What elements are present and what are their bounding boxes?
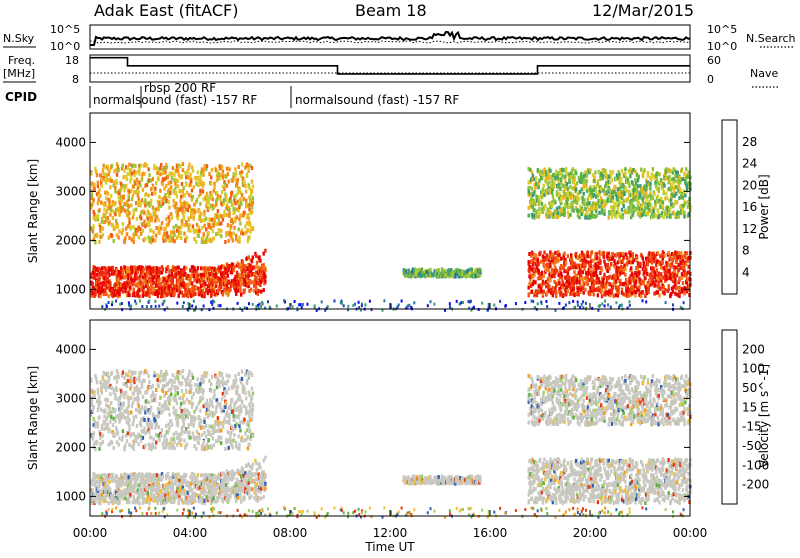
nave-tick-60: 60	[707, 54, 721, 67]
ytick-label: 3000	[55, 391, 86, 405]
time-tick-label: 00:00	[73, 526, 108, 540]
freq-line	[90, 58, 690, 74]
ytick-label: 4000	[55, 342, 86, 356]
freq-label-2: [MHz]	[3, 67, 35, 80]
cpid-label: CPID	[5, 90, 37, 104]
noise-right-tick-bottom: 10^0	[707, 40, 737, 53]
date-title: 12/Mar/2015	[592, 1, 694, 20]
ytick-label: 2000	[55, 440, 86, 454]
colorbar-tick-label: 20	[742, 178, 757, 192]
ytick-label: 3000	[55, 184, 86, 198]
time-tick-label: 16:00	[473, 526, 508, 540]
colorbar-tick-label: 200	[742, 342, 765, 356]
time-tick-label: 00:00	[673, 526, 708, 540]
velocity-colorbar-label: Velocity [m s^-1]	[757, 364, 771, 468]
colorbar-tick-label: 4	[742, 265, 750, 279]
colorbar-tick-label: 50	[742, 381, 757, 395]
ytick-label: 1000	[55, 282, 86, 296]
cpid-segment-1: normalsound (fast) -157 RF	[93, 93, 257, 107]
ytick-label: 2000	[55, 233, 86, 247]
colorbar-tick-label: 15	[742, 400, 757, 414]
noise-left-tick-top: 10^5	[50, 23, 80, 36]
colorbar-tick-label: 12	[742, 222, 757, 236]
beam-title: Beam 18	[355, 1, 427, 20]
time-tick-label: 20:00	[573, 526, 608, 540]
power-panel: 1000 2000 3000 4000 Slant Range [km]	[26, 113, 692, 312]
ytick-label: 1000	[55, 489, 86, 503]
power-colorbar: 4 8 12 16 20 24 28 Power [dB]	[722, 120, 771, 294]
time-axis-label: Time UT	[364, 540, 415, 554]
colorbar-tick-label: 16	[742, 200, 757, 214]
noise-right-label: N.Search	[746, 32, 796, 45]
noise-left-tick-bottom: 10^0	[50, 40, 80, 53]
colorbar-tick-label: 28	[742, 135, 757, 149]
nave-label: Nave	[750, 67, 778, 80]
colorbar-tick-label: -200	[742, 478, 769, 492]
time-tick-label: 12:00	[373, 526, 408, 540]
freq-label-1: Freq.	[8, 54, 35, 67]
colorbar-tick-label: 8	[742, 244, 750, 258]
station-title: Adak East (fitACF)	[94, 1, 238, 20]
noise-search-line	[90, 41, 690, 43]
noise-left-label: N.Sky	[3, 32, 35, 45]
time-tick-label: 04:00	[173, 526, 208, 540]
noise-panel: N.Sky N.Search 10^5 10^0 10^5 10^0	[3, 23, 796, 53]
cpid-segment-3: normalsound (fast) -157 RF	[295, 93, 459, 107]
velocity-colorbar-label-text: Velocity [m s^-1]	[757, 364, 771, 468]
power-ylabel: Slant Range [km]	[26, 159, 40, 263]
freq-panel: Freq. [MHz] 18 8 60 0 Nave	[3, 54, 780, 87]
nave-tick-0: 0	[707, 73, 714, 86]
colorbar-tick-label: 24	[742, 157, 757, 171]
velocity-echo-pixels	[90, 369, 692, 519]
ytick-label: 4000	[55, 135, 86, 149]
freq-tick-8: 8	[72, 73, 79, 86]
power-colorbar-label: Power [dB]	[757, 174, 771, 239]
velocity-ylabel: Slant Range [km]	[26, 366, 40, 470]
noise-sky-line	[90, 32, 690, 45]
velocity-panel: 1000 2000 3000 4000 Slant Range [km]	[26, 320, 692, 519]
noise-right-tick-top: 10^5	[707, 23, 737, 36]
power-echo-pixels	[90, 162, 692, 312]
time-tick-label: 08:00	[273, 526, 308, 540]
freq-tick-18: 18	[65, 54, 79, 67]
cpid-segment-2: rbsp 200 RF	[144, 81, 216, 95]
